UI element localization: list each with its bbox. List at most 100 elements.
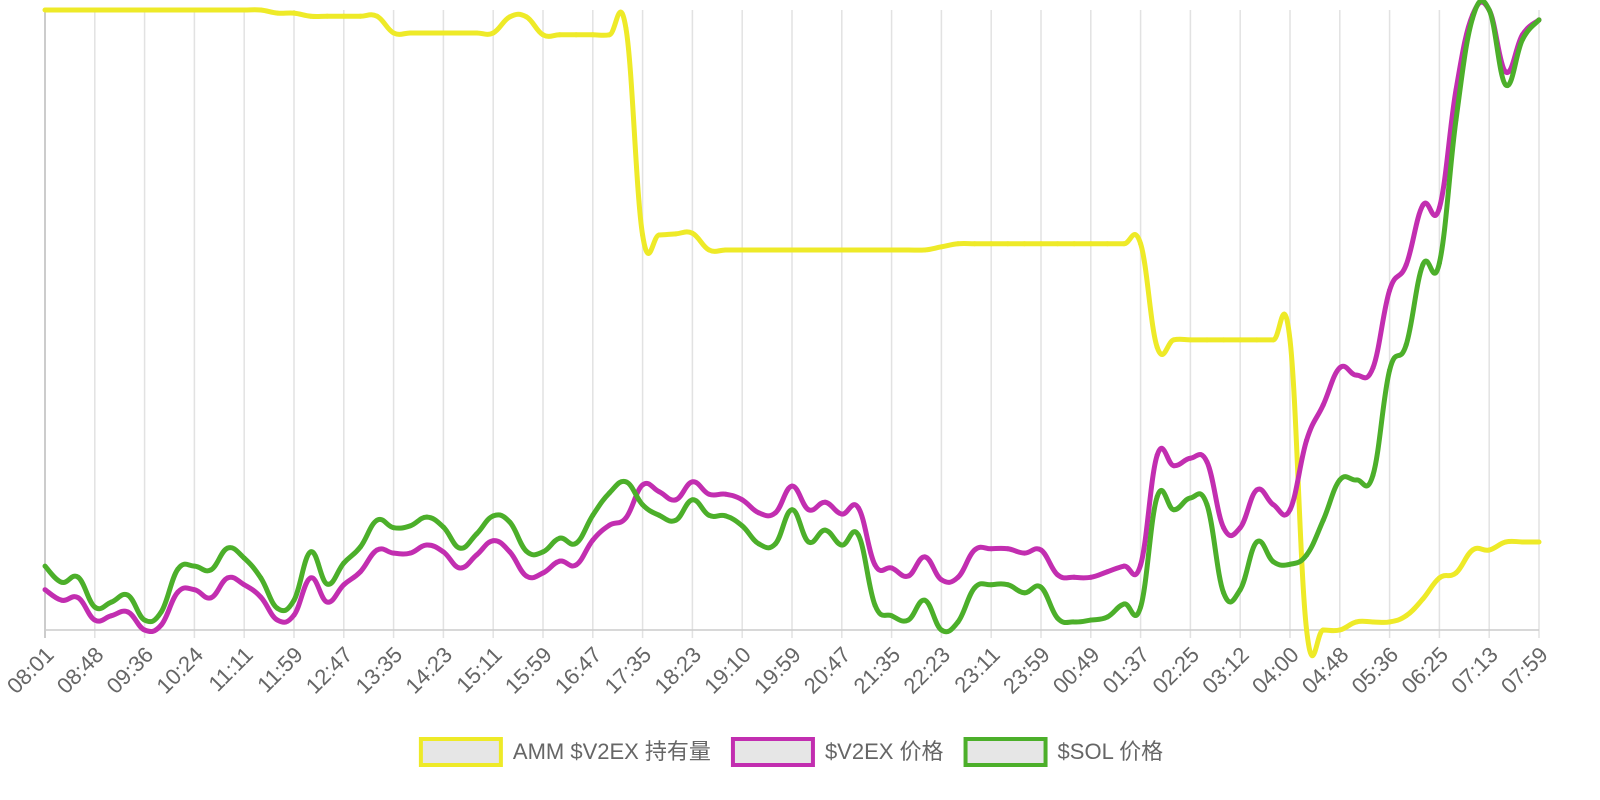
legend-item[interactable]: $V2EX 价格 bbox=[730, 737, 944, 767]
point bbox=[407, 30, 413, 36]
point bbox=[1171, 507, 1177, 513]
point bbox=[557, 558, 563, 564]
point bbox=[1403, 342, 1409, 348]
point bbox=[308, 13, 314, 19]
point bbox=[1320, 627, 1326, 633]
x-tick-label: 07:59 bbox=[1496, 642, 1553, 699]
point bbox=[1154, 494, 1160, 500]
x-tick-label: 02:25 bbox=[1147, 642, 1204, 699]
point bbox=[1171, 337, 1177, 343]
point bbox=[175, 7, 181, 13]
point bbox=[988, 582, 994, 588]
point bbox=[258, 575, 264, 581]
point bbox=[1038, 584, 1044, 590]
point bbox=[125, 592, 131, 598]
point bbox=[1005, 582, 1011, 588]
point bbox=[955, 574, 961, 580]
point bbox=[1353, 372, 1359, 378]
point bbox=[523, 548, 529, 554]
legend-label: $V2EX 价格 bbox=[825, 739, 944, 764]
x-tick-label: 18:23 bbox=[649, 642, 706, 699]
x-tick-label: 23:11 bbox=[949, 642, 1004, 697]
point bbox=[291, 612, 297, 618]
point bbox=[1138, 604, 1144, 610]
point bbox=[1304, 437, 1310, 443]
point bbox=[839, 247, 845, 253]
point bbox=[806, 247, 812, 253]
point bbox=[540, 549, 546, 555]
legend-label: AMM $V2EX 持有量 bbox=[513, 739, 711, 764]
point bbox=[1503, 539, 1509, 545]
point bbox=[1121, 563, 1127, 569]
point bbox=[308, 549, 314, 555]
point bbox=[274, 605, 280, 611]
point bbox=[640, 232, 646, 238]
x-tick-label: 03:12 bbox=[1197, 642, 1254, 699]
point bbox=[573, 32, 579, 38]
point bbox=[175, 566, 181, 572]
point bbox=[739, 247, 745, 253]
point bbox=[457, 565, 463, 571]
point bbox=[689, 479, 695, 485]
point bbox=[1121, 601, 1127, 607]
point bbox=[125, 7, 131, 13]
point bbox=[938, 577, 944, 583]
x-tick-label: 06:25 bbox=[1396, 642, 1453, 699]
point bbox=[806, 507, 812, 513]
point bbox=[1055, 615, 1061, 621]
point bbox=[75, 595, 81, 601]
point bbox=[889, 565, 895, 571]
point bbox=[523, 14, 529, 20]
point bbox=[756, 541, 762, 547]
legend-item[interactable]: AMM $V2EX 持有量 bbox=[418, 737, 711, 767]
x-tick-label: 11:11 bbox=[204, 642, 258, 696]
point bbox=[75, 574, 81, 580]
point bbox=[1420, 262, 1426, 268]
point bbox=[1536, 539, 1542, 545]
point bbox=[1436, 205, 1442, 211]
point bbox=[1055, 241, 1061, 247]
point bbox=[1304, 552, 1310, 558]
point bbox=[341, 582, 347, 588]
x-tick-label: 15:11 bbox=[451, 642, 506, 697]
point bbox=[59, 597, 65, 603]
point bbox=[905, 247, 911, 253]
point bbox=[1503, 82, 1509, 88]
point bbox=[407, 523, 413, 529]
point bbox=[1187, 455, 1193, 461]
point bbox=[1370, 619, 1376, 625]
x-tick-label: 20:47 bbox=[799, 642, 856, 699]
point bbox=[1021, 241, 1027, 247]
point bbox=[1436, 575, 1442, 581]
point bbox=[1486, 547, 1492, 553]
point bbox=[938, 244, 944, 250]
point bbox=[274, 10, 280, 16]
point bbox=[889, 613, 895, 619]
x-tick-label: 12:47 bbox=[301, 642, 358, 699]
point bbox=[540, 570, 546, 576]
point bbox=[606, 32, 612, 38]
point bbox=[689, 497, 695, 503]
legend-item[interactable]: $SOL 价格 bbox=[963, 737, 1164, 767]
point bbox=[772, 541, 778, 547]
x-tick-label: 19:59 bbox=[749, 642, 806, 699]
point bbox=[772, 247, 778, 253]
point bbox=[474, 30, 480, 36]
point bbox=[640, 502, 646, 508]
point bbox=[142, 7, 148, 13]
point bbox=[1453, 570, 1459, 576]
point bbox=[1204, 502, 1210, 508]
point bbox=[1104, 614, 1110, 620]
point bbox=[1171, 463, 1177, 469]
point bbox=[922, 247, 928, 253]
point bbox=[374, 517, 380, 523]
point bbox=[1486, 7, 1492, 13]
point bbox=[457, 545, 463, 551]
point bbox=[1005, 546, 1011, 552]
point bbox=[507, 549, 513, 555]
point bbox=[872, 247, 878, 253]
point bbox=[1287, 507, 1293, 513]
point bbox=[573, 562, 579, 568]
point bbox=[706, 247, 712, 253]
point bbox=[623, 515, 629, 521]
